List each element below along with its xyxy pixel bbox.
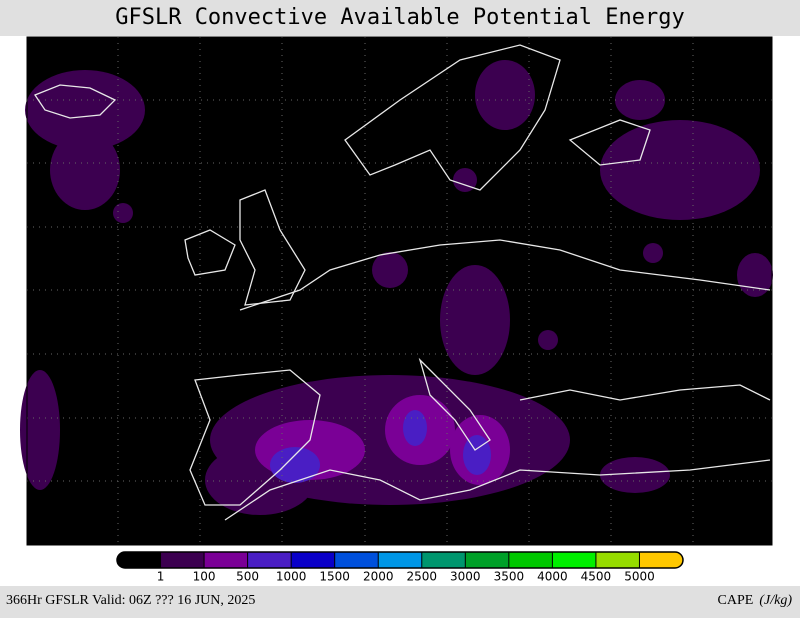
colorbar-label: 4500 [581,570,612,584]
footer-bar [0,586,800,618]
cape-area [20,370,60,490]
cape-area [538,330,558,350]
cape-area [372,252,408,288]
cape-area [403,410,427,446]
variable-name: CAPE [718,593,754,608]
cape-area [600,120,760,220]
coastline [184,229,236,276]
title-bar [0,0,800,36]
colorbar-label: 1000 [276,570,307,584]
map-area [20,36,773,546]
colorbar-segment [160,552,205,568]
variable-units: CAPE (J/kg) [718,593,793,608]
colorbar-label: 500 [236,570,259,584]
coastline [519,384,771,401]
cape-area [643,243,663,263]
colorbar-label: 1500 [319,570,350,584]
colorbar-segment [508,552,553,568]
cape-area [440,265,510,375]
coastline [418,357,491,451]
coastline [344,44,561,191]
colorbar-label: 5000 [624,570,655,584]
cape-area [270,447,320,483]
colorbar-segment [247,552,292,568]
cape-area [113,203,133,223]
colorbar-label: 2500 [406,570,437,584]
coastline [239,189,306,306]
colorbar-segments [117,552,683,568]
colorbar-label: 1 [157,570,165,584]
colorbar-segment [465,552,510,568]
colorbar: 1 100 500 1000 1500 2000 2500 3000 3500 4000 4500 5… [116,551,684,584]
coastline [239,239,771,311]
colorbar-segment [204,552,249,568]
map-frame [26,36,773,546]
colorbar-segment [421,552,466,568]
cape-area [50,130,120,210]
cape-field [270,410,491,483]
colorbar-segment [552,552,597,568]
coastline [34,84,117,119]
variable-unit: (J/kg) [759,593,792,608]
cape-area [475,60,535,130]
colorbar-label: 4000 [537,570,568,584]
coastline [224,459,771,521]
coastlines [34,44,771,521]
cape-area [600,457,670,493]
cape-area [737,253,773,297]
colorbar-label: 3500 [494,570,525,584]
valid-time: 366Hr GFSLR Valid: 06Z ??? 16 JUN, 2025 [6,593,255,608]
colorbar-segment [117,552,162,568]
colorbar-segment [378,552,423,568]
colorbar-label: 3000 [450,570,481,584]
coastline [189,369,321,506]
colorbar-segment [334,552,379,568]
colorbar-outline [116,551,684,569]
colorbar-label: 2000 [363,570,394,584]
cape-area [25,70,145,150]
colorbar-segment [291,552,336,568]
colorbar-segment [595,552,640,568]
cape-area [453,168,477,192]
map-title: GFSLR Convective Available Potential Ene… [115,5,685,30]
coastline [568,119,651,166]
cape-area [463,435,491,475]
colorbar-segment [639,552,683,568]
colorbar-label: 100 [193,570,216,584]
